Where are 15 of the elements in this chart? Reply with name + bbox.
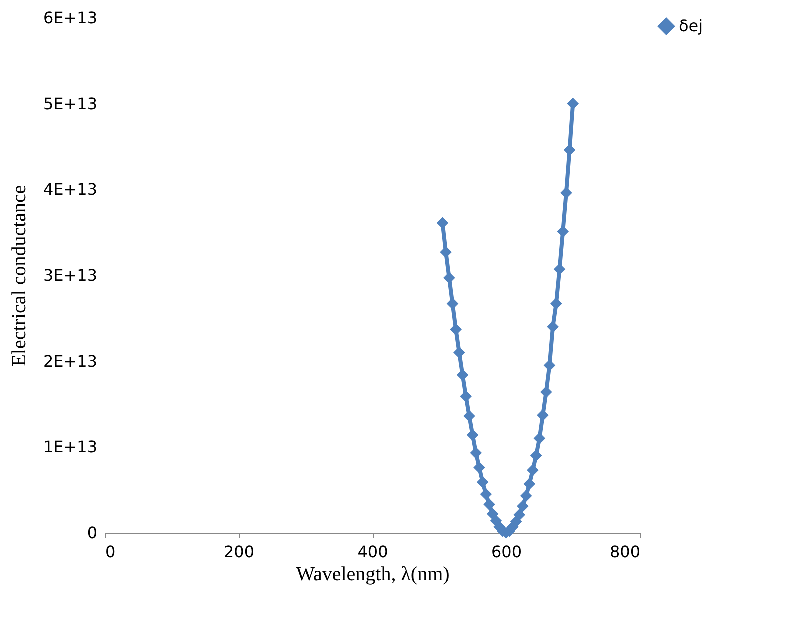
x-tick-label: 0 (106, 542, 116, 562)
y-tick-label: 2E+13 (43, 352, 98, 371)
y-axis-title: Electrical conductance (8, 185, 30, 367)
x-tick-label: 200 (224, 542, 255, 562)
legend-label: δej (679, 16, 704, 36)
x-tick-label: 400 (358, 542, 388, 562)
y-tick-label: 3E+13 (43, 266, 98, 285)
x-axis-title: Wavelength, λ(nm) (296, 564, 450, 586)
y-tick-label: 6E+13 (43, 8, 98, 28)
y-tick-label: 4E+13 (43, 180, 98, 200)
y-tick-label: 1E+13 (43, 438, 98, 457)
y-tick-label: 0 (87, 524, 98, 542)
x-tick-label: 600 (491, 542, 522, 562)
x-tick-label: 800 (610, 542, 640, 562)
y-tick-label: 5E+13 (43, 94, 98, 114)
